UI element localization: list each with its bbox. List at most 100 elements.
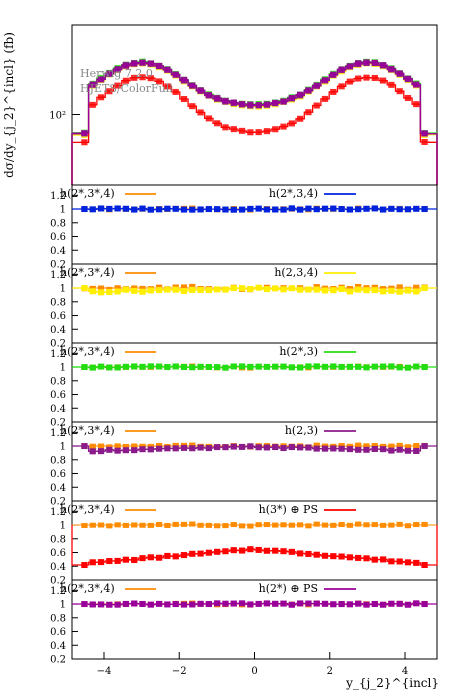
x-tick-label: 0	[251, 666, 257, 677]
legend-reference-label: h(2*,3*,4)	[60, 424, 115, 437]
ratio-reference-point	[288, 522, 295, 528]
ratio-y-tick-label: 0.6	[50, 232, 66, 243]
main-data-point	[396, 70, 403, 77]
ratio-reference-point	[89, 443, 96, 449]
ratio-y-tick-label: 0.8	[50, 455, 66, 466]
main-data-point	[338, 83, 345, 90]
main-data-point	[272, 126, 279, 133]
legend-reference-label: h(2*,3*,4)	[60, 503, 115, 516]
ratio-reference-point	[131, 522, 138, 528]
main-data-point	[197, 109, 204, 116]
ratio-y-tick-label: 1	[60, 205, 66, 216]
ratio-y-tick-label: 0.2	[50, 655, 66, 666]
main-data-point	[371, 74, 378, 81]
main-series-line	[71, 61, 438, 185]
main-data-point	[321, 95, 329, 102]
main-data-point	[106, 70, 113, 77]
ratio-reference-point	[371, 443, 378, 449]
ratio-y-tick-label: 0.6	[50, 469, 66, 480]
ratio-reference-point	[114, 285, 121, 291]
main-data-point	[247, 101, 254, 108]
main-data-point	[355, 75, 362, 82]
ratio-series-line	[72, 207, 437, 211]
ratio-y-tick-label: 0.4	[50, 246, 66, 257]
ratio-reference-point	[89, 522, 96, 528]
ratio-reference-point	[97, 522, 105, 528]
ratio-reference-point	[338, 443, 345, 449]
ratio-reference-point	[114, 522, 121, 528]
ratio-reference-point	[263, 522, 271, 528]
ratio-reference-point	[114, 443, 121, 449]
ratio-frame	[71, 500, 438, 581]
legend-series-label: h(2,3,4)	[274, 266, 318, 279]
ratio-reference-point	[97, 285, 105, 291]
main-data-point	[197, 87, 204, 94]
ratio-y-tick-label: 1	[60, 600, 66, 611]
ratio-reference-point	[180, 521, 188, 527]
main-data-point	[321, 77, 329, 84]
main-data-point	[388, 66, 395, 73]
main-data-point	[230, 99, 237, 106]
ratio-reference-point	[205, 522, 213, 528]
ratio-series-line	[72, 602, 437, 606]
main-data-point	[222, 97, 229, 104]
generator-annotation: Herwig 7.2.0	[80, 67, 153, 80]
legend-reference-label: h(2*,3*,4)	[60, 582, 115, 595]
main-data-point	[288, 120, 295, 127]
ratio-reference-point	[296, 522, 304, 528]
ratio-series-line	[72, 287, 437, 293]
main-data-point	[396, 88, 403, 95]
ratio-reference-point	[122, 443, 130, 449]
main-data-point	[131, 74, 138, 81]
main-data-point	[205, 92, 213, 99]
ratio-reference-point	[396, 442, 403, 448]
main-data-point	[305, 109, 312, 116]
main-y-tick-label: 10²	[49, 110, 66, 121]
ratio-y-tick-label: 1.2	[50, 428, 66, 439]
main-data-point	[363, 74, 370, 81]
main-data-point	[346, 78, 354, 85]
main-data-point	[97, 76, 105, 83]
main-data-point	[106, 88, 113, 95]
ratio-frame	[71, 579, 438, 660]
ratio-reference-point	[147, 522, 154, 528]
ratio-reference-point	[164, 522, 171, 528]
main-data-point	[238, 127, 246, 134]
legend-reference-label: h(2*,3*,4)	[60, 345, 115, 358]
main-data-point	[305, 87, 312, 94]
ratio-y-tick-label: 0.8	[50, 218, 66, 229]
main-data-point	[230, 126, 237, 133]
main-data-point	[388, 81, 395, 88]
ratio-reference-point	[388, 443, 395, 449]
main-data-point	[164, 66, 171, 73]
ratio-panel: 0.2 0.4 0.6 0.8 1 1.2h(2*,3*,4) h(2,3)	[50, 421, 438, 508]
x-tick-label: 2	[327, 666, 333, 677]
ratio-reference-point	[131, 443, 138, 449]
ratio-y-tick-label: 1.2	[50, 586, 66, 597]
main-data-point	[330, 71, 337, 78]
main-data-point	[139, 74, 146, 81]
main-data-point	[379, 62, 387, 69]
main-data-point	[272, 99, 279, 106]
main-data-point	[147, 60, 154, 67]
ratio-reference-point	[404, 444, 412, 450]
ratio-reference-point	[355, 283, 362, 289]
ratio-reference-point	[379, 522, 387, 528]
main-data-point	[131, 60, 138, 67]
main-data-point	[114, 66, 121, 73]
ratio-reference-point	[106, 523, 113, 529]
ratio-reference-point	[305, 523, 312, 529]
ratio-reference-point	[313, 521, 320, 527]
ratio-y-tick-label: 0.8	[50, 297, 66, 308]
ratio-y-tick-label: 0.2	[50, 339, 66, 350]
ratio-reference-point	[404, 523, 412, 529]
legend-series-label: h(2,3)	[285, 424, 318, 437]
main-data-point	[122, 62, 130, 69]
ratio-frame	[71, 184, 438, 265]
main-data-point	[247, 129, 254, 136]
main-data-point	[379, 77, 387, 84]
main-data-point	[313, 102, 320, 109]
main-data-point	[313, 82, 320, 89]
x-tick-label: −2	[172, 666, 187, 677]
ratio-reference-point	[346, 522, 354, 528]
